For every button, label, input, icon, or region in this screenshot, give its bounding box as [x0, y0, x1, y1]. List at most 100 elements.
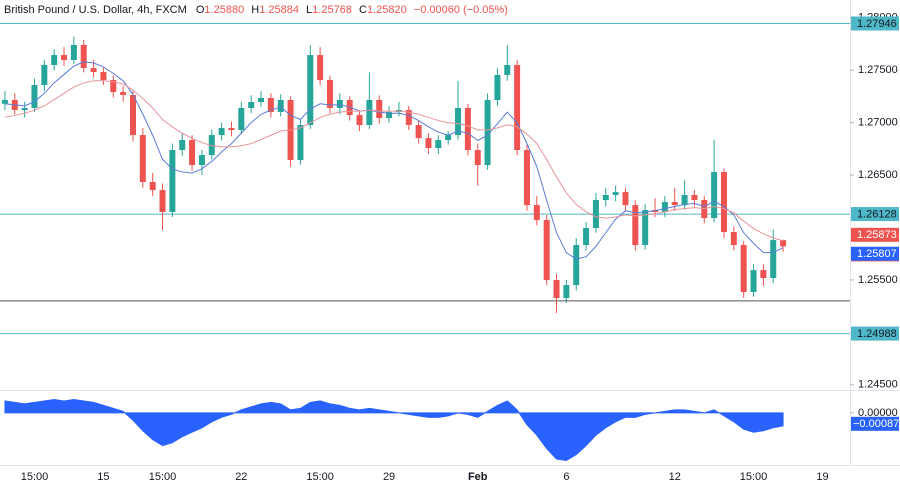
marks: 1.280001.275001.270001.265001.255001.245…	[0, 12, 899, 483]
x-tick-label: Feb	[468, 471, 488, 483]
candle-body	[198, 155, 205, 166]
candle-body	[366, 100, 373, 125]
candle-body	[179, 140, 186, 151]
candle-body	[159, 190, 166, 212]
osc-value-label: −0.00087	[853, 418, 899, 430]
candle-body	[307, 55, 314, 125]
candle-body	[248, 102, 255, 108]
candle-body	[169, 150, 176, 212]
candle-body	[740, 245, 747, 293]
candle-body	[317, 55, 324, 80]
change: −0.00060 (−0.05%)	[414, 4, 508, 16]
level-label-box	[851, 207, 899, 222]
candle-body	[523, 150, 530, 206]
level-label: 1.24988	[857, 328, 897, 340]
candle-body	[267, 98, 274, 112]
header: British Pound / U.S. Dollar, 4h, FXCM O1…	[4, 4, 508, 16]
candle-body	[632, 205, 639, 246]
candle-body	[425, 138, 432, 149]
candle-body	[494, 74, 501, 101]
candle-body	[671, 202, 678, 206]
y-tick-label: 1.27500	[858, 64, 898, 76]
price-label: 1.25807	[857, 248, 897, 260]
candle-body	[691, 195, 698, 201]
candle-body	[70, 44, 77, 60]
candle-body	[31, 85, 38, 108]
x-tick-label: 29	[383, 471, 395, 483]
candle-body	[386, 111, 393, 119]
x-tick-label: 15:00	[306, 471, 334, 483]
candle-body	[435, 140, 442, 149]
candle-body	[730, 232, 737, 246]
y-tick-label: 1.24500	[858, 379, 898, 391]
open: 1.25880	[204, 4, 244, 16]
x-tick-label: 6	[563, 471, 569, 483]
candle-body	[139, 135, 146, 182]
candle-body	[533, 205, 540, 221]
candle-body	[514, 65, 521, 151]
candle-body	[228, 128, 235, 130]
candle-body	[474, 150, 481, 166]
candle-body	[642, 209, 649, 246]
candle-body	[21, 107, 28, 110]
candle-body	[405, 109, 412, 125]
candle-body	[415, 124, 422, 139]
low: 1.25768	[312, 4, 352, 16]
header-backdrop	[0, 1, 620, 18]
candle-body	[612, 192, 619, 195]
x-tick-label: 15:00	[21, 471, 49, 483]
candle-body	[563, 285, 570, 299]
candle-body	[346, 100, 353, 116]
candle-body	[120, 92, 127, 95]
candle-body	[208, 135, 215, 156]
x-tick-label: 19	[816, 471, 828, 483]
level-label: 1.27946	[857, 18, 897, 30]
high: 1.25884	[259, 4, 299, 16]
y-tick-label: 1.27000	[858, 117, 898, 129]
price-label-box	[851, 227, 899, 242]
level-label-box	[851, 326, 899, 341]
candle-body	[553, 280, 560, 299]
moving-average	[4, 61, 784, 260]
candle-body	[445, 135, 452, 141]
oscillator-area	[4, 398, 784, 462]
candle-body	[80, 44, 87, 69]
candle-body	[356, 115, 363, 125]
price-label: 1.25873	[857, 229, 897, 241]
candle-body	[238, 107, 245, 130]
candle-body	[61, 55, 68, 60]
level-label-box	[851, 16, 899, 31]
candle-body	[661, 202, 668, 212]
candle-body	[336, 100, 343, 108]
x-tick-label: 15:00	[740, 471, 768, 483]
candle-body	[622, 192, 629, 206]
osc-y-tick-label: 0.00000	[858, 407, 898, 419]
candle-body	[100, 72, 107, 80]
candle-body	[780, 240, 787, 247]
candle-body	[90, 68, 97, 73]
candle-body	[326, 79, 333, 108]
candle-body	[464, 107, 471, 151]
candle-body	[297, 124, 304, 160]
symbol: British Pound / U.S. Dollar, 4h, FXCM	[4, 4, 187, 16]
candle-body	[149, 182, 156, 191]
candle-body	[129, 94, 136, 136]
y-tick-label: 1.26500	[858, 169, 898, 181]
x-tick-label: 22	[235, 471, 247, 483]
candle-body	[484, 100, 491, 166]
candle-body	[573, 245, 580, 286]
candle-body	[376, 100, 383, 119]
osc-value-box	[851, 416, 899, 431]
candle-body	[51, 55, 58, 65]
candle-body	[41, 65, 48, 86]
candle-body	[592, 200, 599, 229]
level-label: 1.26128	[857, 208, 897, 220]
candle-body	[720, 172, 727, 233]
candle-body	[583, 228, 590, 246]
candle-body	[110, 79, 117, 93]
x-tick-label: 15	[97, 471, 109, 483]
high-label: H	[251, 4, 259, 16]
candle-body	[189, 140, 196, 166]
price-label-box	[851, 246, 899, 261]
